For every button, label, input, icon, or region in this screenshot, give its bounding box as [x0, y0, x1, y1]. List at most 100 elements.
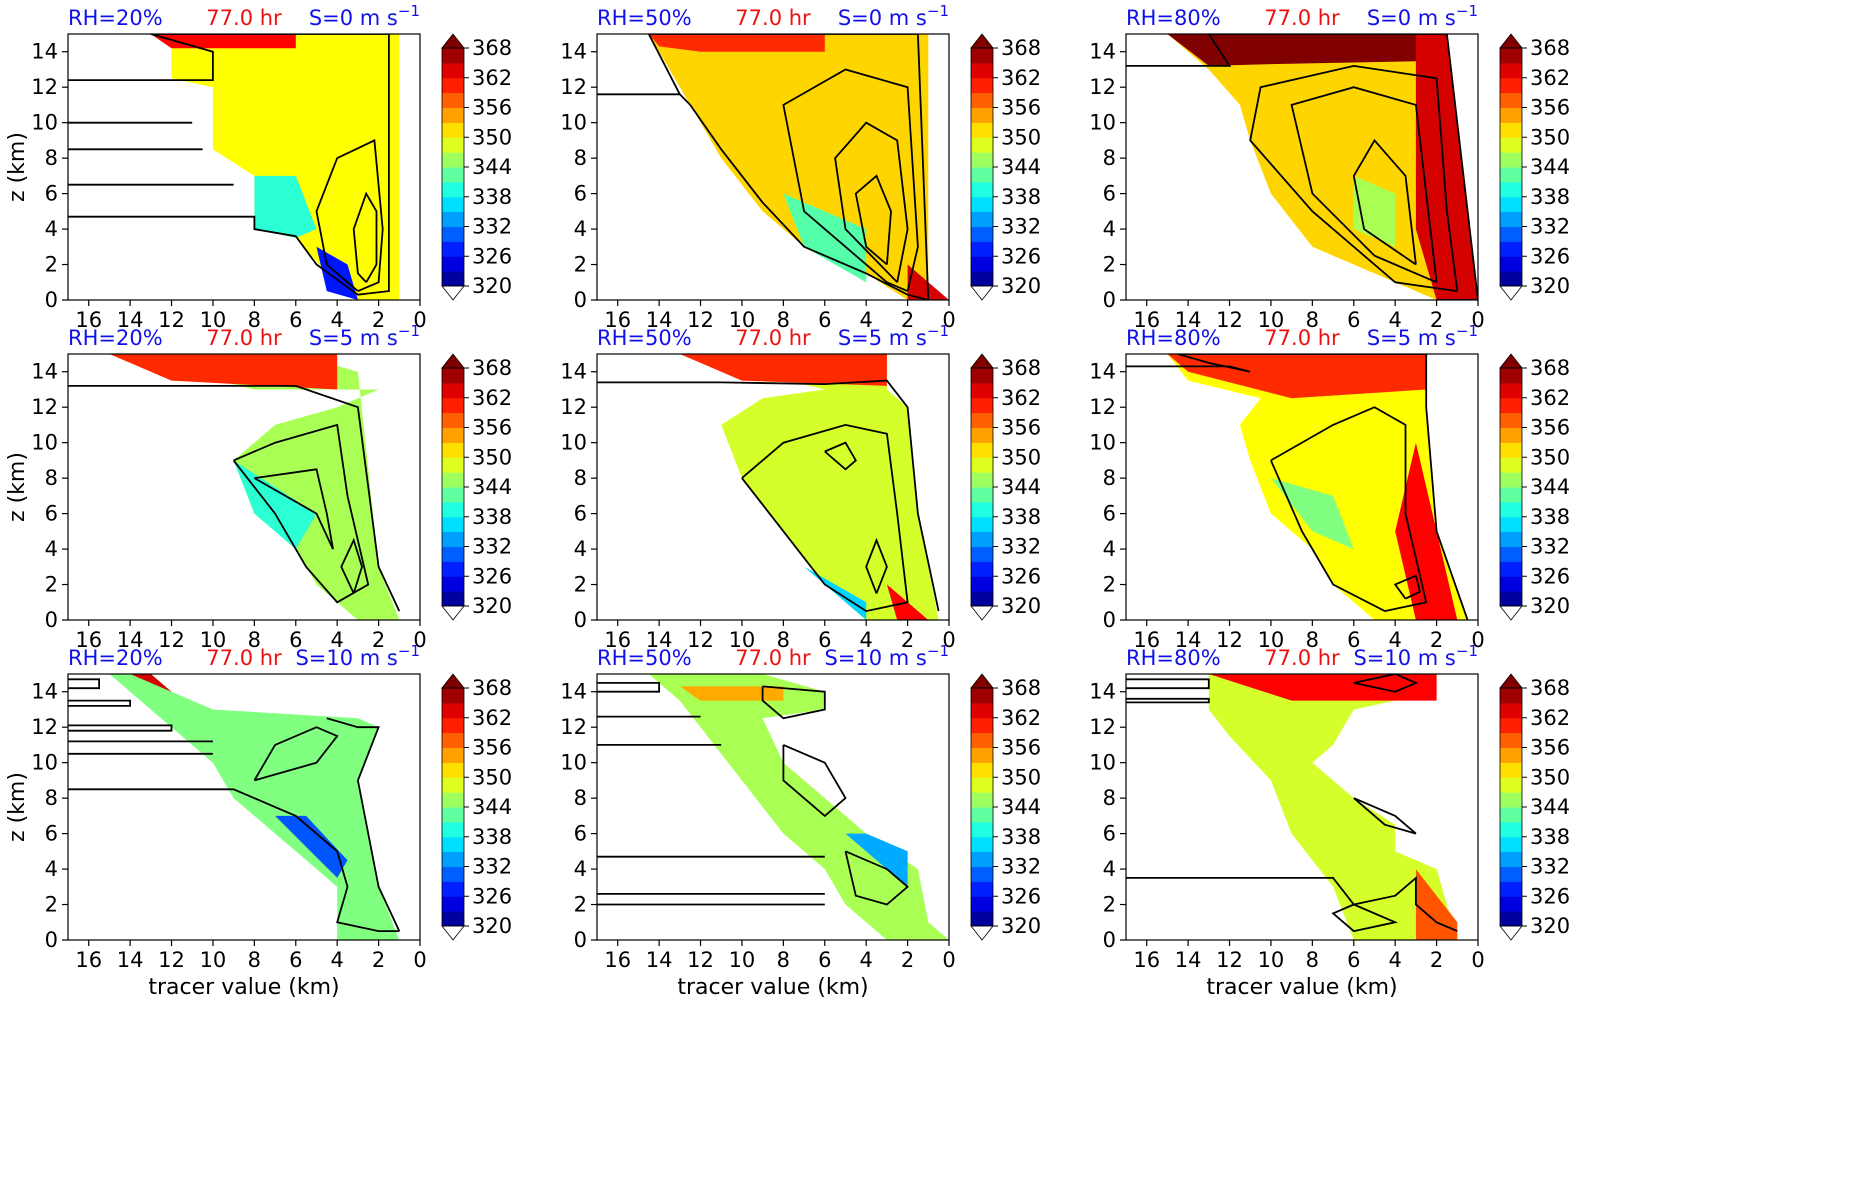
axes-frame	[67, 353, 421, 621]
contours	[68, 384, 401, 612]
colorbar-tick-label: 368	[1001, 676, 1041, 700]
colorbar: 368 362 356 350 344 338 332 326 320	[441, 673, 512, 941]
colorbar-band	[1500, 702, 1522, 719]
colorbar-band	[442, 881, 464, 897]
y-tick-label: 0	[574, 608, 587, 632]
colorbar-tick-label: 338	[472, 825, 512, 849]
y-tick-label: 2	[1103, 253, 1116, 277]
y-tick-label: 6	[1103, 822, 1116, 846]
contour-line	[834, 121, 909, 283]
contour-line	[1249, 64, 1459, 292]
x-tick-label: 2	[1430, 628, 1443, 652]
x-tick-label: 4	[859, 308, 872, 332]
colorbar-band	[1500, 851, 1522, 867]
x-tick-label: 14	[1175, 948, 1202, 972]
colorbar-tick-label: 332	[1001, 535, 1041, 559]
contour-line	[854, 174, 892, 266]
colorbar-band	[971, 427, 993, 443]
y-tick-label: 0	[574, 928, 587, 952]
y-tick-label: 14	[1089, 360, 1116, 384]
x-tick-label: 4	[330, 948, 343, 972]
x-tick-label: 0	[1471, 948, 1484, 972]
shading	[679, 354, 939, 620]
colorbar-band	[971, 911, 993, 927]
colorbar-band	[971, 702, 993, 719]
colorbar-band	[442, 107, 464, 123]
colorbar-tick-label: 356	[472, 416, 512, 440]
colorbar-band	[1500, 181, 1522, 198]
x-axis-label: tracer value (km)	[677, 975, 868, 1000]
x-tick-label: 8	[1306, 308, 1319, 332]
colorbar-band	[1500, 211, 1522, 227]
shear-title: S=0 m s−1	[838, 2, 949, 30]
x-tick-label: 8	[1306, 948, 1319, 972]
shear-title: S=10 m s−1	[824, 642, 949, 670]
colorbar-tick-label: 320	[1530, 914, 1570, 938]
rh-title: RH=80%	[1126, 326, 1221, 350]
colorbar-tick-label: 362	[1530, 66, 1570, 90]
x-tick-label: 14	[117, 308, 144, 332]
contour-line	[253, 726, 339, 782]
colorbar-tick-label: 356	[1530, 96, 1570, 120]
colorbar-band	[971, 48, 993, 64]
colorbar-band	[971, 122, 993, 138]
colorbar-band	[1500, 382, 1522, 399]
panel-7: 16 14 12 10 8 6 4 2 0 0 2 4 6 8 10 12 14 RH=20% 77.0 hr S=1…	[5, 642, 512, 1000]
contour-line	[597, 34, 930, 300]
colorbar-band	[1500, 256, 1522, 272]
colorbar-band	[1500, 241, 1522, 257]
colorbar-band	[442, 211, 464, 227]
colorbar-tick-label: 344	[1530, 795, 1570, 819]
contour-line	[1126, 678, 1210, 690]
contour-line	[1126, 875, 1458, 932]
colorbar-band	[442, 732, 464, 748]
colorbar-band	[442, 412, 464, 428]
colorbar-tick-label: 320	[472, 914, 512, 938]
colorbar-extend-min	[441, 285, 465, 301]
colorbar-band	[971, 732, 993, 748]
y-tick-label: 10	[1089, 751, 1116, 775]
colorbar-band	[1500, 792, 1522, 808]
colorbar-tick-label: 332	[1530, 215, 1570, 239]
colorbar-band	[442, 152, 464, 168]
shear-title: S=5 m s−1	[309, 322, 420, 350]
x-tick-label: 16	[1133, 308, 1160, 332]
colorbar-band	[1500, 501, 1522, 518]
x-tick-label: 4	[330, 308, 343, 332]
colorbar-band	[971, 747, 993, 763]
contour-line	[1126, 697, 1210, 704]
colorbar-band	[1500, 747, 1522, 763]
colorbar-band	[971, 211, 993, 227]
y-tick-label: 0	[1103, 928, 1116, 952]
y-tick-label: 8	[45, 786, 58, 810]
colorbar-tick-label: 362	[1001, 706, 1041, 730]
colorbar: 368 362 356 350 344 338 332 326 320	[1499, 673, 1570, 941]
contours	[68, 678, 401, 932]
colorbar-band	[442, 717, 464, 734]
y-tick-label: 4	[574, 857, 587, 881]
colorbar-band	[442, 911, 464, 927]
y-tick-label: 2	[1103, 573, 1116, 597]
shaded-region	[1167, 354, 1427, 399]
colorbar-tick-label: 338	[1001, 185, 1041, 209]
x-tick-label: 10	[1258, 628, 1285, 652]
y-tick-label: 2	[574, 893, 587, 917]
colorbar-band	[971, 226, 993, 242]
colorbar-band	[1500, 472, 1522, 488]
colorbar-band	[1500, 62, 1522, 79]
colorbar-band	[442, 77, 464, 94]
colorbar-band	[442, 382, 464, 399]
colorbar-tick-label: 326	[472, 564, 512, 588]
colorbar-extend-min	[1499, 925, 1523, 941]
colorbar-tick-label: 368	[1530, 356, 1570, 380]
y-tick-label: 14	[560, 360, 587, 384]
y-tick-label: 14	[1089, 40, 1116, 64]
colorbar-band	[442, 516, 464, 533]
x-tick-label: 10	[1258, 948, 1285, 972]
colorbar-tick-label: 356	[1530, 736, 1570, 760]
colorbar-band	[971, 397, 993, 414]
colorbar-band	[971, 531, 993, 547]
x-tick-label: 4	[859, 948, 872, 972]
y-tick-label: 10	[31, 431, 58, 455]
colorbar-band	[971, 896, 993, 912]
